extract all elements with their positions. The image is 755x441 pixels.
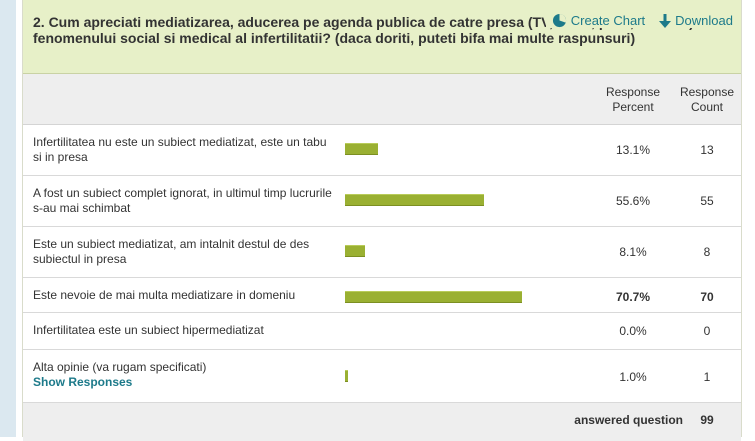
answered-question-count: 99 bbox=[700, 413, 714, 427]
question-header: 2. Cum apreciati mediatizarea, aducerea … bbox=[23, 0, 741, 74]
table-row: A fost un subiect complet ignorat, in ul… bbox=[23, 176, 741, 227]
answer-text: Alta opinie (va rugam specificati) bbox=[33, 360, 207, 374]
response-percent: 8.1% bbox=[619, 245, 647, 259]
percent-bar bbox=[345, 143, 378, 155]
table-row: Infertilitatea nu este un subiect mediat… bbox=[23, 125, 741, 176]
answer-label: Infertilitatea este un subiect hipermedi… bbox=[33, 323, 264, 337]
download-label: Download bbox=[675, 13, 733, 28]
response-count: 8 bbox=[703, 245, 711, 259]
percent-bar bbox=[345, 291, 522, 303]
percent-bar bbox=[345, 194, 484, 206]
answered-question-label: answered question bbox=[574, 413, 683, 427]
table-row: Infertilitatea este un subiect hipermedi… bbox=[23, 313, 741, 350]
show-responses-link[interactable]: Show Responses bbox=[33, 375, 133, 389]
response-percent: 55.6% bbox=[615, 194, 651, 208]
response-percent: 13.1% bbox=[615, 143, 651, 157]
response-count: 1 bbox=[703, 370, 711, 384]
pie-chart-icon bbox=[552, 13, 566, 28]
response-count: 13 bbox=[700, 143, 714, 157]
response-count: 70 bbox=[700, 290, 714, 304]
answered-row: answered question 99 bbox=[23, 403, 741, 441]
header-response-percent: Response Percent bbox=[605, 85, 661, 114]
create-chart-button[interactable]: Create Chart bbox=[552, 13, 645, 28]
table-header: Response Percent Response Count bbox=[23, 74, 741, 125]
percent-bar bbox=[345, 245, 365, 257]
percent-bar bbox=[345, 370, 348, 382]
table-row: Este un subiect mediatizat, am intalnit … bbox=[23, 227, 741, 278]
question-title: 2. Cum apreciati mediatizarea, aducerea … bbox=[33, 14, 706, 46]
response-percent: 0.0% bbox=[619, 324, 647, 338]
response-count: 55 bbox=[700, 194, 714, 208]
header-response-count: Response Count bbox=[679, 85, 735, 114]
question-card: 2. Cum apreciati mediatizarea, aducerea … bbox=[22, 0, 742, 441]
answer-label: Este nevoie de mai multa mediatizare in … bbox=[33, 288, 296, 302]
response-percent: 70.7% bbox=[615, 290, 651, 304]
response-table: Response Percent Response Count Infertil… bbox=[23, 74, 741, 441]
create-chart-label: Create Chart bbox=[570, 13, 646, 28]
response-percent: 1.0% bbox=[619, 370, 647, 384]
download-arrow-icon bbox=[659, 13, 672, 28]
question-tools: Create Chart Download bbox=[545, 13, 733, 28]
response-count: 0 bbox=[703, 324, 711, 338]
download-button[interactable]: Download bbox=[659, 13, 733, 28]
answer-label: Infertilitatea nu este un subiect mediat… bbox=[33, 135, 327, 164]
answer-label: Alta opinie (va rugam specificati) Show … bbox=[33, 360, 333, 390]
table-row: Este nevoie de mai multa mediatizare in … bbox=[23, 278, 741, 313]
answer-label: Este un subiect mediatizat, am intalnit … bbox=[33, 237, 310, 266]
answer-label: A fost un subiect complet ignorat, in ul… bbox=[33, 186, 332, 215]
left-strip bbox=[0, 0, 16, 437]
table-row: Alta opinie (va rugam specificati) Show … bbox=[23, 350, 741, 403]
